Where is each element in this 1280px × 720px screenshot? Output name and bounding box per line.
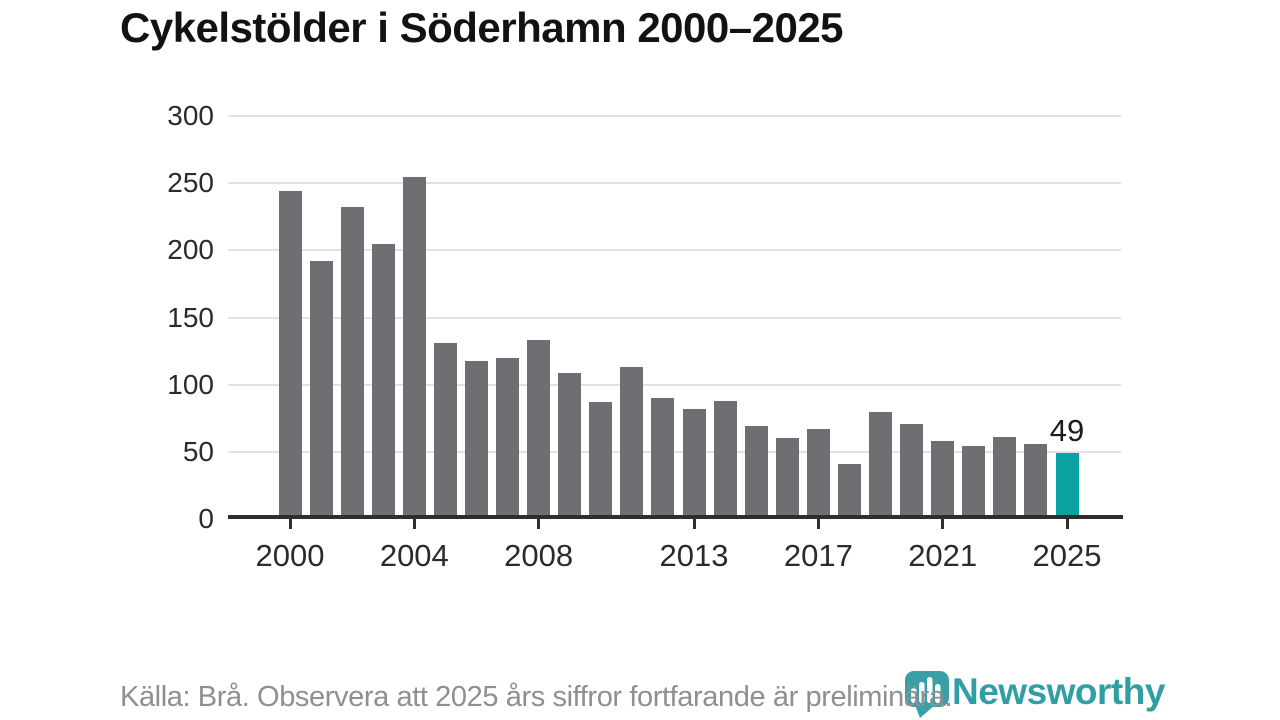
x-axis-label-2008: 2008 bbox=[504, 538, 574, 573]
bar-2010 bbox=[589, 402, 613, 519]
bar-2019 bbox=[869, 411, 893, 519]
y-axis-label-100: 100 bbox=[167, 368, 214, 400]
y-axis-label-0: 0 bbox=[198, 503, 214, 534]
bar-2009 bbox=[558, 372, 582, 519]
x-tick-2004 bbox=[412, 519, 416, 529]
bar-2016 bbox=[775, 438, 799, 519]
bar-2003 bbox=[371, 243, 395, 519]
x-axis-label-2025: 2025 bbox=[1032, 538, 1102, 573]
x-axis-label-2000: 2000 bbox=[255, 538, 325, 573]
bar-2004 bbox=[402, 176, 426, 519]
newsworthy-wordmark: Newsworthy bbox=[952, 671, 1165, 712]
source-note: Källa: Brå. Observera att 2025 års siffr… bbox=[120, 681, 953, 713]
bar-2000 bbox=[278, 191, 302, 519]
bar-2017 bbox=[806, 429, 830, 519]
gridline-200 bbox=[228, 249, 1121, 252]
bar-2007 bbox=[496, 357, 520, 519]
newsworthy-logo-icon bbox=[905, 671, 949, 718]
bar-2020 bbox=[900, 423, 924, 519]
x-tick-2013 bbox=[692, 519, 696, 529]
x-tick-2017 bbox=[816, 519, 820, 529]
gridline-250 bbox=[228, 182, 1121, 185]
x-axis-label-2004: 2004 bbox=[379, 538, 449, 573]
bar-2025 bbox=[1055, 453, 1079, 519]
gridline-150 bbox=[228, 316, 1121, 319]
bar-2011 bbox=[620, 367, 644, 519]
bar-2021 bbox=[931, 441, 955, 519]
bar-2001 bbox=[309, 261, 333, 519]
bar-2018 bbox=[837, 463, 861, 519]
bar-2023 bbox=[993, 437, 1017, 519]
y-axis-label-250: 250 bbox=[167, 167, 214, 199]
bar-2006 bbox=[464, 360, 488, 519]
bar-2013 bbox=[682, 408, 706, 519]
bar-2015 bbox=[744, 426, 768, 519]
x-tick-2021 bbox=[941, 519, 945, 529]
plot-area: 0 50 100 150 200 250 300 2000 2004 2008 2013 2017 20… bbox=[167, 100, 1123, 573]
bar-2008 bbox=[527, 340, 551, 519]
gridline-300 bbox=[228, 115, 1121, 118]
x-axis-label-2013: 2013 bbox=[659, 538, 729, 573]
y-axis-label-300: 300 bbox=[167, 100, 214, 132]
bar-2014 bbox=[713, 400, 737, 519]
bar-2012 bbox=[651, 398, 675, 519]
x-tick-2000 bbox=[288, 519, 292, 529]
x-axis-label-2017: 2017 bbox=[783, 538, 853, 573]
bar-2002 bbox=[340, 207, 364, 519]
x-tick-2025 bbox=[1065, 519, 1069, 529]
bar-2005 bbox=[433, 343, 457, 519]
x-axis-label-2021: 2021 bbox=[908, 538, 978, 573]
y-axis-label-200: 200 bbox=[167, 234, 214, 266]
gridline-50 bbox=[228, 450, 1121, 453]
x-tick-2008 bbox=[537, 519, 541, 529]
bar-2022 bbox=[962, 446, 986, 519]
y-axis-label-150: 150 bbox=[167, 301, 214, 333]
x-axis-line bbox=[228, 515, 1123, 519]
gridline-100 bbox=[228, 383, 1121, 386]
chart-title: Cykelstölder i Söderhamn 2000–2025 bbox=[120, 4, 844, 51]
y-axis-label-50: 50 bbox=[182, 435, 214, 467]
highlight-value-label: 49 bbox=[1049, 413, 1085, 449]
bar-2024 bbox=[1024, 443, 1048, 519]
